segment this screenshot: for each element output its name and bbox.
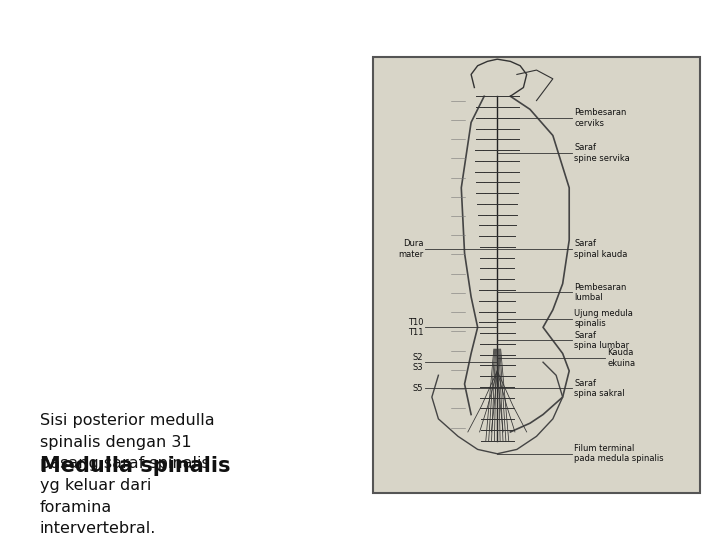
Text: T10
T11: T10 T11 bbox=[408, 318, 423, 337]
Text: Saraf
spina sakral: Saraf spina sakral bbox=[575, 379, 625, 398]
Text: Saraf
spine servika: Saraf spine servika bbox=[575, 143, 630, 163]
Text: Medulla spinalis: Medulla spinalis bbox=[40, 456, 230, 476]
Text: Sisi posterior medulla
spinalis dengan 31
pasang saraf spinalis
yg keluar dari
f: Sisi posterior medulla spinalis dengan 3… bbox=[40, 413, 215, 536]
Text: Kauda
ekuina: Kauda ekuina bbox=[607, 348, 635, 368]
Text: S5: S5 bbox=[413, 384, 423, 393]
Text: Pembesaran
lumbal: Pembesaran lumbal bbox=[575, 283, 627, 302]
Text: Saraf
spinal kauda: Saraf spinal kauda bbox=[575, 239, 628, 259]
Bar bbox=[373, 57, 700, 493]
Text: Saraf
spina lumbar: Saraf spina lumbar bbox=[575, 330, 629, 350]
Text: Filum terminal
pada medula spinalis: Filum terminal pada medula spinalis bbox=[575, 444, 664, 463]
Text: Ujung medula
spinalis: Ujung medula spinalis bbox=[575, 309, 634, 328]
Text: S2
S3: S2 S3 bbox=[413, 353, 423, 372]
Text: Dura
mater: Dura mater bbox=[398, 239, 423, 259]
Text: Pembesaran
cerviks: Pembesaran cerviks bbox=[575, 109, 627, 128]
